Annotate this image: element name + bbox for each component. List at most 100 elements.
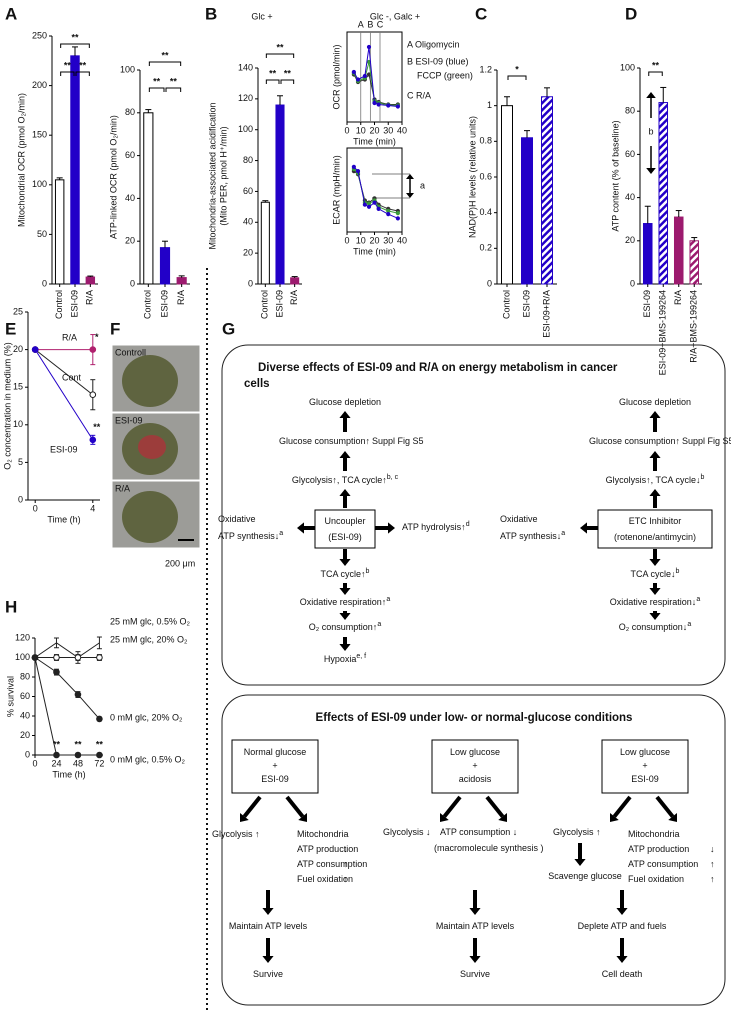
error-bar [145, 109, 152, 113]
x-tick-label: 4 [90, 503, 95, 513]
y-tick-label: 5 [18, 457, 23, 467]
arrow-head [616, 908, 628, 915]
text-part: Glucose depletion [309, 397, 381, 407]
header: Glc + [251, 11, 272, 21]
text-part: ↑ [710, 859, 715, 869]
panel-label: G [222, 319, 235, 338]
arrow-head [610, 813, 619, 822]
arrow-head [406, 193, 414, 198]
arrow-head [649, 613, 661, 620]
superscript: a [279, 530, 283, 537]
diagram-text: Glucose depletion [619, 397, 691, 407]
bar [673, 216, 684, 285]
diagram-text: Scavenge glucose [548, 871, 622, 881]
diagram-text: Mitochondria [628, 829, 680, 839]
significance-label: ** [269, 68, 277, 78]
marker [96, 654, 103, 661]
significance-label: ** [170, 76, 178, 86]
error-bar [162, 240, 168, 248]
diagram-text: ↑ [710, 874, 715, 884]
panel-label: A [5, 4, 17, 23]
series-line [34, 349, 94, 396]
bar [159, 247, 171, 285]
text-part: Hypoxia [324, 654, 357, 664]
diagram-text: Uncoupler [324, 516, 365, 526]
panel-label: B [205, 4, 217, 23]
x-tick-label: R/A [673, 290, 683, 305]
header: Glc -, Galc + [370, 11, 420, 21]
text-part: + [642, 761, 647, 771]
y-tick-label: 25 [13, 306, 23, 316]
marker [355, 169, 361, 174]
y-tick-label: 40 [625, 192, 635, 202]
error-bar [544, 87, 550, 97]
text-part: TCA cycle↑ [321, 569, 366, 579]
diagram-text: Glucose depletion [309, 397, 381, 407]
text-part: Low glucose [450, 747, 500, 757]
x-tick-label: R/A [176, 290, 186, 305]
text-part: Glucose consumption↑ [589, 436, 680, 446]
diagram-text: Fuel oxidation [297, 874, 353, 884]
series-line [34, 657, 100, 756]
text-part: Glycolysis ↑ [212, 829, 260, 839]
diagram-text: Glycolysis ↓ [383, 827, 431, 837]
diagram-text: Deplete ATP and fuels [578, 921, 667, 931]
x-tick-label: 40 [397, 235, 407, 245]
x-tick-label: ESI-09 [159, 290, 169, 318]
y-axis-label: Mitochondria-associated acidification [207, 102, 217, 249]
bar [501, 105, 513, 285]
bar [85, 276, 96, 285]
arrow-head [406, 174, 414, 179]
y-tick-label: 50 [37, 229, 47, 239]
diagram-text: Survive [253, 969, 283, 979]
text-part: Fuel oxidation [628, 874, 684, 884]
diagram-text: ↑ [710, 859, 715, 869]
text-part: Glycolysis ↑ [553, 827, 601, 837]
y-tick-label: 40 [20, 710, 30, 720]
process-box [597, 509, 713, 549]
diagram-box [221, 344, 726, 686]
text-part: TCA cycle↓ [631, 569, 676, 579]
error-bar [660, 86, 667, 103]
condition-box [601, 739, 689, 794]
diagram-text: ATP consumption [628, 859, 698, 869]
significance-label: ** [284, 68, 292, 78]
y-tick-label: 1.2 [479, 64, 492, 74]
x-tick-label: 0 [33, 503, 38, 513]
diagram-text: Mitochondria [297, 829, 349, 839]
diagram-text: Cell death [602, 969, 643, 979]
arrow-head [649, 451, 661, 458]
x-tick-label: 24 [51, 758, 61, 768]
diagram-text: Oxidative [500, 514, 538, 524]
significance-label: ** [96, 739, 104, 749]
text-part: Mitochondria [628, 829, 680, 839]
bar [541, 96, 553, 285]
diagram-text: + [272, 761, 277, 771]
diagram-text: ATP synthesis↓a [218, 530, 283, 542]
spheroid [122, 491, 178, 543]
marker [351, 164, 356, 169]
diagram-title: Effects of ESI-09 under low- or normal-g… [316, 712, 633, 724]
y-axis-label: Mitochondrial OCR (pmol O₂/min) [16, 93, 26, 227]
y-tick-label: 60 [125, 150, 135, 160]
y-tick-label: 0 [248, 278, 253, 288]
significance-bracket [280, 79, 295, 84]
diagram-text: TCA cycle↓b [631, 568, 680, 580]
y-tick-label: 0.4 [479, 207, 492, 217]
y-tick-label: 60 [625, 149, 635, 159]
y-tick-label: 0 [42, 278, 47, 288]
arrow-head [339, 489, 351, 496]
marker [372, 100, 377, 106]
y-tick-label: 100 [620, 62, 635, 72]
y-tick-label: 150 [32, 130, 47, 140]
y-tick-label: 60 [20, 691, 30, 701]
diagram-text: ↑ [343, 874, 348, 884]
arrow-head [646, 168, 656, 174]
y-tick-label: 80 [625, 106, 635, 116]
text-part: + [472, 761, 477, 771]
diagram-text: O₂ consumption↓a [619, 621, 692, 633]
y-tick-label: 20 [13, 344, 23, 354]
annotation: a [420, 180, 425, 190]
marker [355, 77, 361, 82]
text-part: ESI-09 [631, 774, 659, 784]
